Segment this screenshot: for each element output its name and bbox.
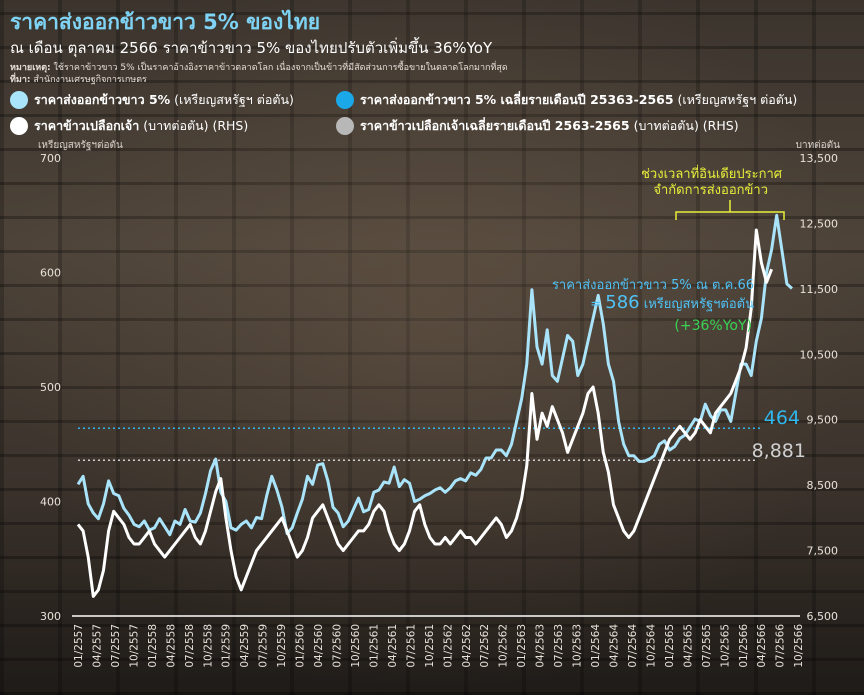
x-tick-label: 04/2557	[92, 624, 104, 668]
x-tick-label: 07/2563	[553, 624, 565, 668]
annotation-latest-prefix: =	[590, 297, 605, 312]
x-tick-label: 04/2566	[756, 624, 768, 668]
legend-paddy-avg-label: ราคาข้าวเปลือกเจ้าเฉลี่ยรายเดือนปี 2563-…	[360, 118, 630, 133]
legend-export-avg-unit: (เหรียญสหรัฐฯ ต่อตัน)	[677, 92, 798, 107]
legend-export-avg-swatch	[336, 91, 354, 109]
annotation-india-line2: จำกัดการส่งออกข้าว	[653, 183, 768, 198]
x-tick-label: 04/2561	[387, 624, 399, 668]
x-tick-label: 10/2557	[128, 624, 140, 668]
y-right-tick-label: 8,500	[807, 479, 839, 492]
x-tick-label: 07/2557	[110, 624, 122, 668]
legend-paddy-avg-unit: (บาทต่อตัน) (RHS)	[633, 118, 739, 133]
annotation-latest-unit: เหรียญสหรัฐฯต่อตัน	[640, 296, 754, 312]
legend-paddy-unit: (บาทต่อตัน) (RHS)	[143, 118, 249, 133]
page-title: ราคาส่งออกข้าวขาว 5% ของไทย	[10, 10, 321, 34]
x-tick-label: 10/2560	[350, 624, 362, 668]
x-tick-label: 07/2559	[258, 624, 270, 668]
x-tick-label: 10/2565	[719, 624, 731, 668]
annotation-latest-value: 586	[605, 292, 639, 313]
annotation-india-line1: ช่วงเวลาที่อินเดียประกาศ	[641, 165, 783, 182]
x-tick-label: 10/2564	[645, 624, 657, 668]
note-label: หมายเหตุ:	[10, 63, 51, 73]
x-tick-label: 07/2562	[479, 624, 491, 668]
x-tick-label: 01/2565	[664, 624, 676, 668]
legend-export-avg: ราคาส่งออกข้าวขาว 5% เฉลี่ยรายเดือนปี 25…	[336, 90, 797, 110]
annotation-latest-yoy: (+36%YoY)	[674, 318, 752, 334]
y-right-tick-label: 7,500	[807, 545, 839, 558]
x-tick-label: 07/2566	[775, 624, 787, 668]
y-left-tick-label: 600	[40, 267, 61, 280]
x-tick-label: 10/2562	[498, 624, 510, 668]
annotation-latest-line2: = 586 เหรียญสหรัฐฯต่อตัน	[590, 292, 754, 313]
y-right-tick-label: 11,500	[800, 283, 839, 296]
annotation-latest-line1: ราคาส่งออกข้าวขาว 5% ณ ต.ค.66	[552, 278, 754, 293]
x-tick-label: 07/2558	[184, 624, 196, 668]
legend-export-label: ราคาส่งออกข้าวขาว 5%	[34, 92, 171, 107]
x-tick-label: 10/2566	[793, 624, 805, 668]
x-tick-label: 04/2562	[461, 624, 473, 668]
legend-paddy-label: ราคาข้าวเปลือกเจ้า	[34, 118, 140, 133]
source-label: ที่มา:	[10, 75, 31, 85]
y-right-tick-label: 12,500	[800, 217, 839, 230]
y-left-unit-label: เหรียญสหรัฐฯต่อตัน	[38, 139, 123, 151]
x-tick-label: 01/2558	[147, 624, 159, 668]
note-text: ใช้ราคาข้าวขาว 5% เป็นราคาอ้างอิงราคาข้า…	[53, 63, 508, 73]
x-tick-label: 04/2559	[239, 624, 251, 668]
y-right-tick-label: 6,500	[807, 610, 839, 623]
x-tick-label: 10/2563	[572, 624, 584, 668]
x-tick-label: 07/2561	[405, 624, 417, 668]
legend-export-avg-label: ราคาส่งออกข้าวขาว 5% เฉลี่ยรายเดือนปี 25…	[360, 92, 674, 107]
legend-export-swatch	[10, 91, 28, 109]
series-line-paddy	[76, 228, 773, 598]
x-tick-label: 04/2563	[535, 624, 547, 668]
x-ticks: 01/2557 04/2557 07/2557 10/2557 01/2558 04/25…	[73, 624, 805, 668]
legend-paddy-avg-swatch	[336, 117, 354, 135]
x-tick-label: 04/2558	[165, 624, 177, 668]
x-tick-label: 04/2565	[682, 624, 694, 668]
y-left-tick-label: 400	[40, 496, 61, 509]
x-tick-label: 01/2564	[590, 624, 602, 668]
legend-paddy-avg: ราคาข้าวเปลือกเจ้าเฉลี่ยรายเดือนปี 2563-…	[336, 116, 739, 136]
x-tick-label: 10/2561	[424, 624, 436, 668]
x-tick-label: 01/2561	[368, 624, 380, 668]
legend-export: ราคาส่งออกข้าวขาว 5% (เหรียญสหรัฐฯ ต่อตั…	[10, 90, 294, 110]
y-right-tick-label: 9,500	[807, 414, 839, 427]
y-right-tick-label: 13,500	[800, 152, 839, 165]
x-tick-label: 04/2560	[313, 624, 325, 668]
y-left-tick-label: 500	[40, 381, 61, 394]
source-line: ที่มา: สำนักงานเศรษฐกิจการเกษตร	[10, 72, 147, 86]
y-right-ticks: 6,500 7,500 8,500 9,500 10,500 11,500 12,500 13…	[800, 152, 839, 623]
x-tick-label: 07/2564	[627, 624, 639, 668]
x-tick-label: 01/2563	[516, 624, 528, 668]
legend-paddy-swatch	[10, 117, 28, 135]
x-tick-label: 10/2559	[276, 624, 288, 668]
x-tick-label: 01/2557	[73, 624, 85, 668]
annotation-bracket-path	[675, 211, 785, 220]
y-right-unit-label: บาทต่อตัน	[796, 140, 841, 151]
page-subtitle: ณ เดือน ตุลาคม 2566 ราคาข้าวขาว 5% ของไท…	[10, 39, 493, 57]
legend-export-unit: (เหรียญสหรัฐฯ ต่อตัน)	[174, 92, 294, 107]
y-left-ticks: 300 400 500 600 700	[40, 152, 61, 623]
y-left-tick-label: 700	[40, 152, 61, 165]
ref-label-paddy-avg: 8,881	[752, 440, 806, 462]
x-tick-label: 01/2566	[738, 624, 750, 668]
x-tick-label: 04/2564	[609, 624, 621, 668]
x-tick-label: 10/2558	[202, 624, 214, 668]
note-line: หมายเหตุ: ใช้ราคาข้าวขาว 5% เป็นราคาอ้าง…	[10, 60, 508, 74]
y-left-tick-label: 300	[40, 610, 61, 623]
x-tick-label: 01/2560	[295, 624, 307, 668]
legend-paddy: ราคาข้าวเปลือกเจ้า (บาทต่อตัน) (RHS)	[10, 116, 248, 136]
series-line-export	[76, 213, 794, 537]
x-tick-label: 07/2565	[701, 624, 713, 668]
x-tick-label: 07/2560	[332, 624, 344, 668]
annotation-india-bracket	[675, 200, 785, 220]
x-tick-label: 01/2562	[442, 624, 454, 668]
source-text: สำนักงานเศรษฐกิจการเกษตร	[33, 75, 147, 85]
y-right-tick-label: 10,500	[800, 348, 839, 361]
x-tick-label: 01/2559	[221, 624, 233, 668]
ref-label-export-avg: 464	[764, 407, 800, 429]
